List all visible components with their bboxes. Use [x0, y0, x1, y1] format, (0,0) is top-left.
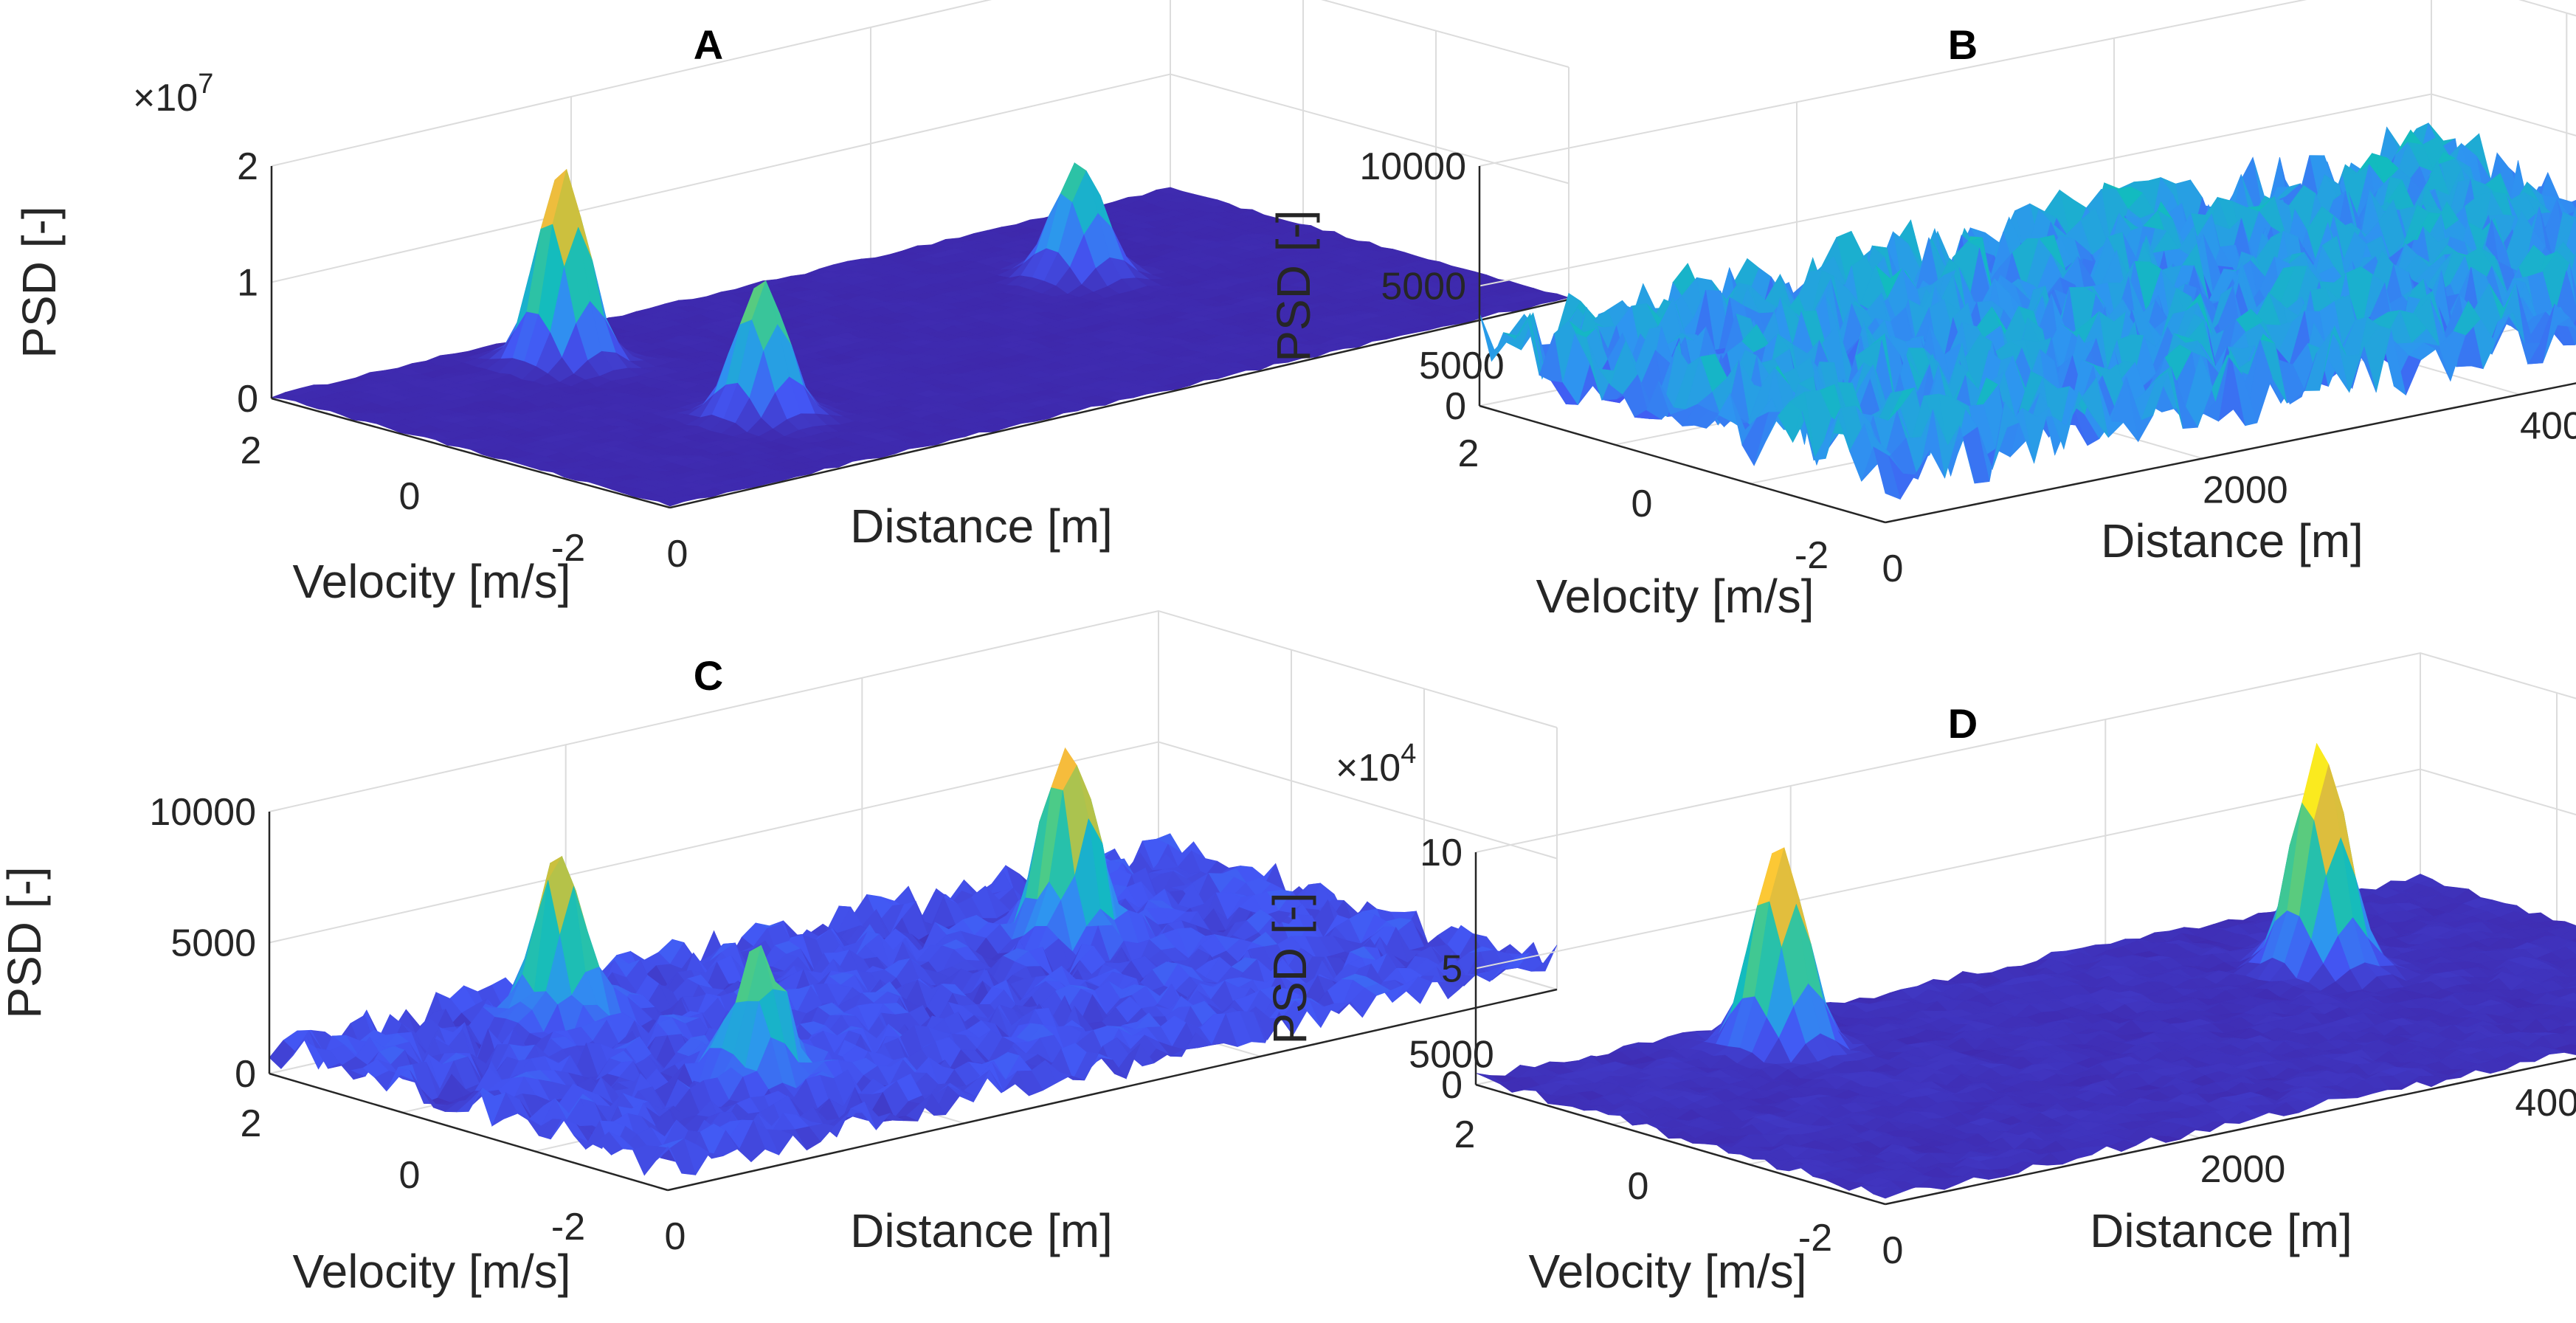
- panel-d-distance-tick: 0: [1882, 1229, 1904, 1272]
- panel-a-distance-tick: 0: [667, 533, 688, 576]
- panel-a-z-tick: 0: [237, 378, 258, 421]
- panel-b-z-tick: 5000: [1381, 266, 1466, 308]
- panel-a-velocity-tick: -2: [551, 527, 585, 570]
- panel-c-z-tick: 5000: [170, 922, 256, 965]
- panel-d-z-tick: 0: [1441, 1064, 1463, 1107]
- panel-c-distance-label: Distance [m]: [850, 1204, 1113, 1257]
- panel-b-velocity-tick: 2: [1458, 432, 1479, 475]
- panel-b-distance-tick: 0: [1882, 547, 1904, 590]
- panel-a-velocity-tick: 0: [399, 475, 421, 518]
- panel-c-velocity-label: Velocity [m/s]: [293, 1245, 571, 1298]
- panel-d-distance-tick: 2000: [2200, 1148, 2286, 1191]
- panel-a-distance-label: Distance [m]: [850, 500, 1113, 553]
- panel-b-distance-tick: 4000: [2520, 405, 2576, 448]
- panel-a-title: A: [694, 21, 723, 68]
- panel-a-z-tick: 1: [237, 262, 258, 305]
- panel-d-z-tick: 10: [1420, 832, 1463, 874]
- panel-b-velocity-tick: -2: [1795, 534, 1829, 577]
- panel-b-z-tick: 0: [1445, 385, 1466, 428]
- panel-d-velocity-tick: -2: [1798, 1217, 1832, 1260]
- panel-c-distance-tick: 5000: [1409, 1033, 1494, 1076]
- panel-b-velocity-label: Velocity [m/s]: [1536, 570, 1814, 623]
- panel-a-velocity-label: Velocity [m/s]: [293, 555, 571, 608]
- panel-d-distance-label: Distance [m]: [2090, 1204, 2352, 1257]
- panel-c-z-tick: 10000: [149, 791, 256, 834]
- panel-c-z-tick: 0: [235, 1053, 256, 1096]
- panel-d-z-label: PSD [-]: [1263, 892, 1316, 1044]
- panel-b-axes: [1478, 166, 2576, 524]
- panel-a-velocity-tick: 2: [241, 429, 262, 472]
- panel-a-z-tick: 2: [237, 145, 258, 188]
- panel-c-distance-tick: 0: [665, 1215, 686, 1258]
- panel-b-z-tick: 10000: [1359, 145, 1466, 188]
- panel-c-z-label: PSD [-]: [0, 866, 51, 1018]
- panel-b-distance-label: Distance [m]: [2101, 514, 2363, 567]
- panel-b-distance-tick: 2000: [2203, 469, 2288, 511]
- panel-d-velocity-tick: 2: [1454, 1113, 1476, 1156]
- panel-d-z-multiplier: ×104: [1336, 739, 1416, 790]
- panel-d-distance-tick: 4000: [2515, 1082, 2576, 1125]
- panel-a-surface: [271, 162, 1570, 507]
- panel-d-z-tick: 5: [1441, 948, 1463, 991]
- panel-d-velocity-label: Velocity [m/s]: [1529, 1245, 1807, 1298]
- panel-c-velocity-tick: 2: [241, 1102, 262, 1145]
- panel-a-z-label: PSD [-]: [13, 206, 66, 358]
- panel-a-z-multiplier: ×107: [133, 69, 213, 120]
- panel-c-velocity-tick: -2: [551, 1206, 585, 1248]
- panel-c-surface: [269, 747, 1558, 1176]
- panel-c-title: C: [694, 652, 723, 699]
- panel-c-velocity-tick: 0: [399, 1154, 421, 1197]
- panel-c-axes: [268, 812, 1558, 1192]
- panel-d-title: D: [1948, 700, 1978, 747]
- panel-b-title: B: [1948, 21, 1978, 68]
- panel-d-velocity-tick: 0: [1628, 1165, 1649, 1208]
- panel-a-axes: [270, 166, 1570, 509]
- panel-b-velocity-tick: 0: [1631, 483, 1653, 525]
- panel-b-z-label: PSD [-]: [1267, 210, 1320, 362]
- panel-d-surface: [1475, 742, 2576, 1199]
- panel-d-axes: [1474, 852, 2576, 1206]
- panel-b-surface: [1479, 122, 2576, 500]
